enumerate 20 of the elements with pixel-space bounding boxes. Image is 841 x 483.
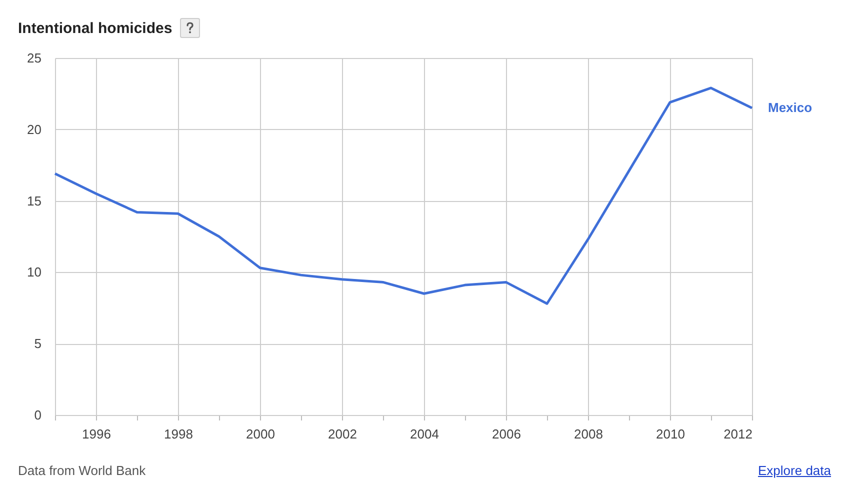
- y-tick-label: 0: [34, 408, 42, 422]
- chart-title: Intentional homicides: [18, 20, 172, 36]
- x-tick-label: 2000: [246, 426, 275, 442]
- y-tick-label: 15: [27, 193, 42, 208]
- x-tick-label: 2004: [410, 426, 439, 442]
- x-tick-label: 2006: [492, 426, 521, 442]
- y-tick-label: 20: [27, 122, 42, 137]
- y-tick-label: 10: [27, 264, 42, 280]
- y-tick-label: 25: [27, 50, 42, 66]
- x-tick-label: 2002: [328, 426, 357, 442]
- x-tick-label: 1996: [82, 426, 111, 442]
- x-tick-label: 2008: [574, 426, 603, 442]
- series-label: Mexico: [768, 100, 812, 115]
- x-tick-label: 1998: [164, 426, 193, 442]
- line-series: [54, 86, 754, 305]
- x-tick-label: 2010: [656, 426, 685, 442]
- y-tick-label: 5: [34, 336, 42, 352]
- text: Data from World Bank: [18, 463, 146, 478]
- text: Explore data: [758, 463, 831, 478]
- x-tick-label: 2012: [724, 426, 752, 442]
